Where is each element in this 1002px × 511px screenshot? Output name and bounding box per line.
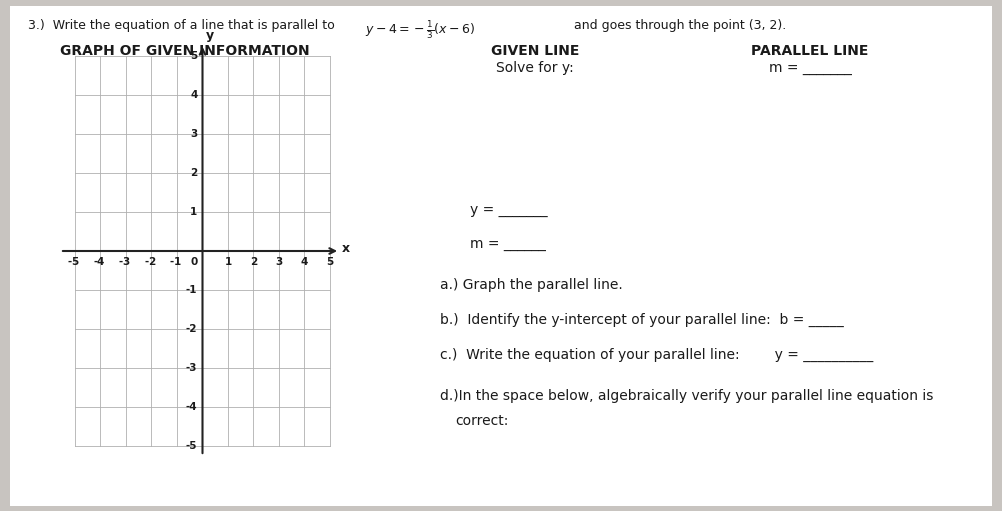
Text: m = _______: m = _______ xyxy=(769,61,852,75)
Text: PARALLEL LINE: PARALLEL LINE xyxy=(752,44,869,58)
Text: 2: 2 xyxy=(190,168,197,178)
Text: -: - xyxy=(68,257,72,267)
Text: -3: -3 xyxy=(186,363,197,373)
Text: c.)  Write the equation of your parallel line:        y = __________: c.) Write the equation of your parallel … xyxy=(440,348,874,362)
Text: 3.)  Write the equation of a line that is parallel to: 3.) Write the equation of a line that is… xyxy=(28,19,343,32)
Text: -2: -2 xyxy=(186,324,197,334)
Text: 5: 5 xyxy=(71,257,78,267)
Text: and goes through the point (3, 2).: and goes through the point (3, 2). xyxy=(570,19,787,32)
Text: 4: 4 xyxy=(301,257,309,267)
Text: -4: -4 xyxy=(186,402,197,412)
Text: -: - xyxy=(144,257,148,267)
Text: d.)In the space below, algebraically verify your parallel line equation is: d.)In the space below, algebraically ver… xyxy=(440,389,934,403)
Text: 2: 2 xyxy=(148,257,155,267)
Text: b.)  Identify the y-intercept of your parallel line:  b = _____: b.) Identify the y-intercept of your par… xyxy=(440,313,844,327)
Text: -: - xyxy=(169,257,174,267)
Text: m = ______: m = ______ xyxy=(470,237,546,251)
Text: $y - 4 = -\frac{1}{3}(x - 6)$: $y - 4 = -\frac{1}{3}(x - 6)$ xyxy=(365,19,475,41)
Text: -1: -1 xyxy=(186,285,197,295)
Text: 4: 4 xyxy=(190,90,197,100)
Text: x: x xyxy=(342,242,350,254)
Text: 0: 0 xyxy=(190,257,197,267)
Text: GRAPH OF GIVEN INFORMATION: GRAPH OF GIVEN INFORMATION xyxy=(60,44,310,58)
Text: 3: 3 xyxy=(122,257,129,267)
Text: 3: 3 xyxy=(276,257,283,267)
Text: 2: 2 xyxy=(249,257,258,267)
Text: 5: 5 xyxy=(190,51,197,61)
Text: 5: 5 xyxy=(327,257,334,267)
Text: -5: -5 xyxy=(186,441,197,451)
Text: 1: 1 xyxy=(173,257,180,267)
Text: correct:: correct: xyxy=(455,414,508,428)
Text: -: - xyxy=(93,257,97,267)
Text: 4: 4 xyxy=(97,257,104,267)
Text: GIVEN LINE: GIVEN LINE xyxy=(491,44,579,58)
Text: y = _______: y = _______ xyxy=(470,203,548,217)
Text: y: y xyxy=(205,29,213,42)
Text: -: - xyxy=(119,257,123,267)
Text: a.) Graph the parallel line.: a.) Graph the parallel line. xyxy=(440,278,623,292)
Text: Solve for y:: Solve for y: xyxy=(496,61,574,75)
Text: 1: 1 xyxy=(190,207,197,217)
Text: 1: 1 xyxy=(224,257,231,267)
Bar xyxy=(75,56,330,446)
Text: 3: 3 xyxy=(190,129,197,139)
